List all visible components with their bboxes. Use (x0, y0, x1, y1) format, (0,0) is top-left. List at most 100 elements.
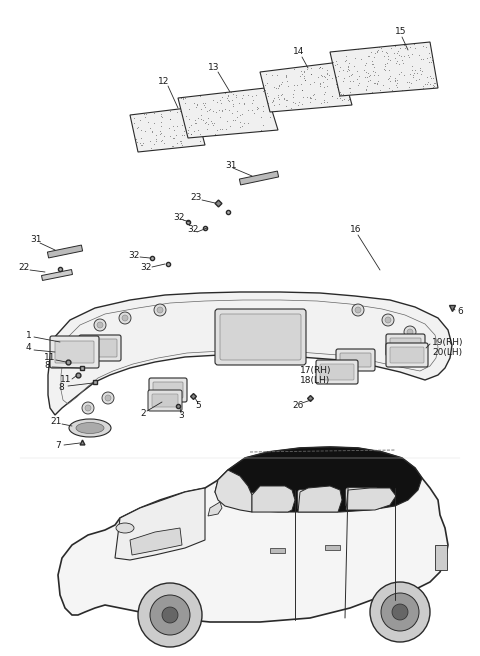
Point (169, 133, 177, 144)
Point (341, 56, 348, 67)
Point (356, 78, 363, 89)
Point (298, 99, 306, 110)
Point (426, 52, 434, 62)
Point (157, 116, 165, 127)
Point (262, 69, 269, 79)
Text: 23: 23 (190, 194, 202, 203)
Point (270, 82, 278, 92)
Point (323, 68, 331, 78)
Point (310, 89, 318, 99)
Point (262, 79, 269, 90)
Point (235, 98, 243, 108)
Point (397, 51, 405, 61)
Point (346, 87, 354, 97)
Text: 32: 32 (173, 213, 184, 222)
Circle shape (157, 307, 163, 313)
Point (346, 58, 353, 69)
Point (369, 59, 376, 70)
Point (311, 77, 318, 87)
Polygon shape (252, 486, 295, 512)
Point (337, 89, 345, 99)
Point (140, 109, 148, 119)
Point (381, 51, 388, 61)
Point (137, 115, 144, 126)
Point (240, 99, 248, 110)
Point (180, 126, 188, 136)
Point (257, 112, 264, 122)
Point (334, 75, 342, 86)
Point (206, 104, 214, 115)
Point (400, 51, 408, 61)
Text: 15: 15 (395, 28, 407, 37)
Point (216, 112, 224, 122)
Point (141, 126, 149, 136)
Point (196, 91, 204, 102)
Point (201, 100, 208, 110)
Point (413, 68, 421, 78)
Point (355, 71, 363, 81)
Point (423, 53, 431, 64)
Point (331, 60, 339, 71)
Point (394, 48, 401, 58)
Point (320, 71, 328, 81)
Point (150, 117, 157, 128)
Point (318, 70, 326, 81)
Point (251, 108, 258, 118)
Point (422, 42, 430, 52)
Point (346, 91, 353, 102)
Point (300, 66, 308, 77)
Point (204, 123, 211, 134)
Point (401, 43, 409, 54)
Point (386, 75, 394, 86)
Point (374, 75, 382, 86)
Point (328, 91, 336, 101)
Ellipse shape (76, 422, 104, 434)
Point (238, 92, 246, 103)
Point (170, 133, 178, 144)
FancyBboxPatch shape (386, 343, 428, 367)
Point (185, 121, 192, 132)
Point (272, 83, 279, 93)
Point (424, 77, 432, 88)
Point (218, 123, 226, 134)
Point (346, 83, 353, 93)
Point (357, 54, 365, 64)
Point (364, 75, 372, 86)
Point (259, 101, 266, 112)
Point (173, 138, 180, 148)
Point (372, 66, 379, 77)
Point (346, 94, 353, 104)
Point (378, 46, 386, 56)
Circle shape (85, 405, 91, 411)
Point (213, 96, 221, 107)
Point (186, 141, 194, 152)
Point (146, 135, 154, 146)
Point (309, 89, 316, 100)
Point (392, 57, 400, 68)
Point (136, 138, 144, 148)
Point (179, 92, 186, 103)
Point (191, 115, 199, 126)
Point (394, 75, 401, 86)
Point (275, 79, 283, 90)
FancyBboxPatch shape (153, 382, 183, 398)
Point (376, 85, 384, 95)
Point (316, 62, 324, 72)
Point (194, 140, 202, 150)
Point (346, 71, 353, 81)
Point (179, 94, 187, 104)
Point (307, 92, 315, 103)
Point (194, 123, 202, 133)
Point (184, 128, 192, 138)
Point (344, 95, 352, 106)
Point (311, 94, 319, 104)
Point (340, 73, 348, 83)
Point (383, 58, 391, 68)
Point (139, 138, 146, 148)
Circle shape (119, 312, 131, 324)
Text: 26: 26 (292, 401, 303, 409)
Point (261, 87, 269, 97)
Point (379, 80, 386, 91)
Point (366, 71, 373, 81)
Point (364, 51, 372, 61)
